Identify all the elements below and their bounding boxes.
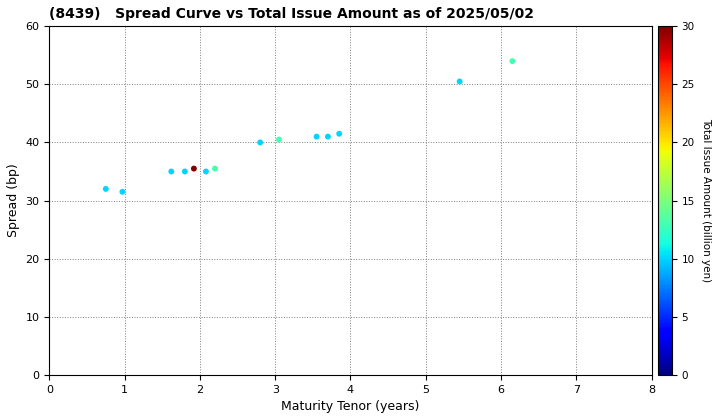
Point xyxy=(100,186,112,192)
Point xyxy=(333,130,345,137)
Point xyxy=(210,165,221,172)
Point xyxy=(311,133,323,140)
Point xyxy=(507,58,518,65)
Y-axis label: Spread (bp): Spread (bp) xyxy=(7,164,20,237)
Point xyxy=(200,168,212,175)
X-axis label: Maturity Tenor (years): Maturity Tenor (years) xyxy=(282,400,420,413)
Y-axis label: Total Issue Amount (billion yen): Total Issue Amount (billion yen) xyxy=(701,118,711,283)
Point xyxy=(166,168,177,175)
Text: (8439)   Spread Curve vs Total Issue Amount as of 2025/05/02: (8439) Spread Curve vs Total Issue Amoun… xyxy=(50,7,534,21)
Point xyxy=(117,189,128,195)
Point xyxy=(322,133,333,140)
Point xyxy=(454,78,465,85)
Point xyxy=(179,168,191,175)
Point xyxy=(254,139,266,146)
Point xyxy=(273,136,284,143)
Point xyxy=(188,165,199,172)
